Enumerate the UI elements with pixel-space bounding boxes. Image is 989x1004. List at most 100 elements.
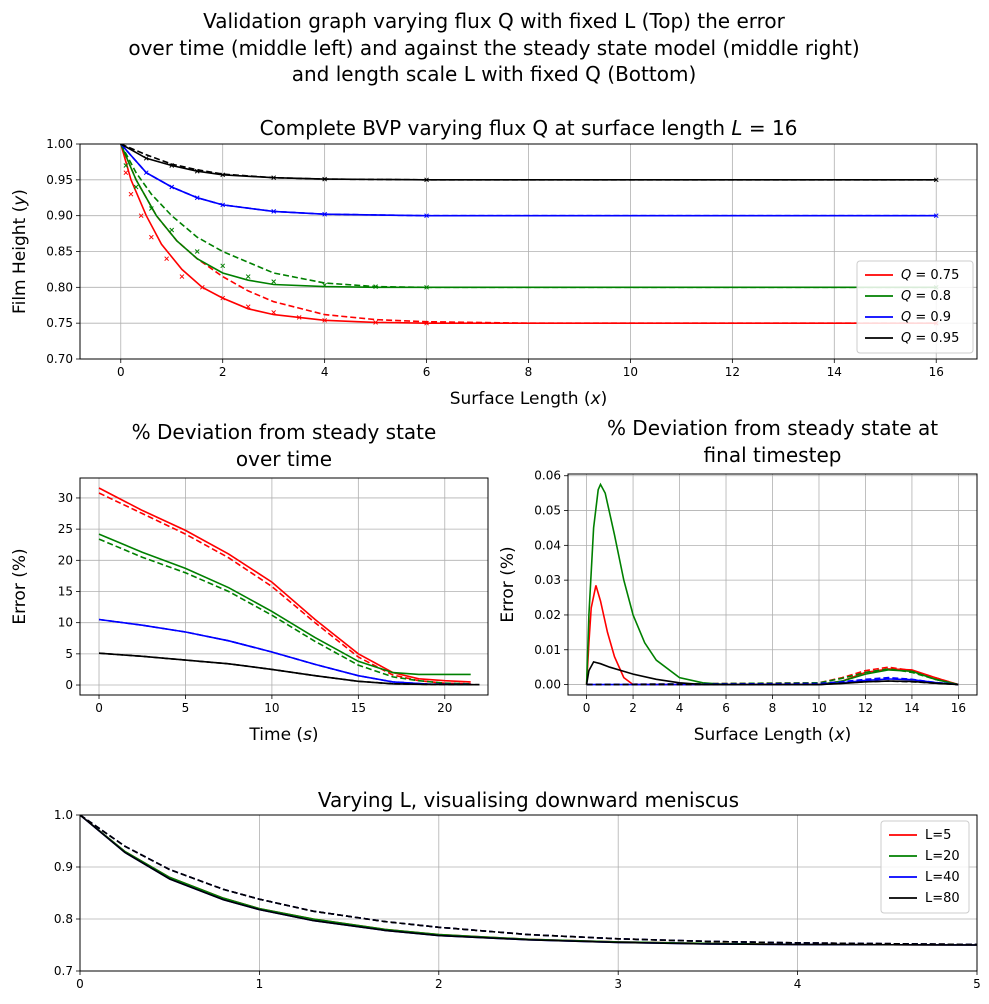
series-red-dashed-line xyxy=(80,815,977,946)
series-green-line xyxy=(98,533,471,676)
x-tick-label: 2 xyxy=(219,365,227,379)
legend-var: Q xyxy=(901,268,911,283)
x-tick-label: 12 xyxy=(725,365,740,379)
label-close: ) xyxy=(845,725,852,745)
x-tick-label: 14 xyxy=(904,701,919,715)
y-tick-label: 0.03 xyxy=(534,573,561,587)
y-tick-label: 0.00 xyxy=(534,678,561,692)
legend-box xyxy=(880,820,970,914)
legend-label: L=5 xyxy=(925,828,951,843)
y-tick-label: 0.70 xyxy=(46,352,73,366)
series-blue-line xyxy=(98,618,471,686)
chart-title-line-2: over time xyxy=(236,447,332,471)
series-group xyxy=(98,487,480,686)
label-close: ) xyxy=(312,725,319,745)
series-group xyxy=(80,815,977,946)
label-text: Surface Length ( xyxy=(450,389,591,409)
series-blue-marker xyxy=(424,213,429,219)
legend-value: = 0.95 xyxy=(911,331,959,346)
legend-label: L=40 xyxy=(925,870,960,885)
series-black-dashed-line xyxy=(120,144,937,181)
series-red-marker xyxy=(271,310,277,315)
y-axis-label: Error (%) xyxy=(10,548,30,624)
suptitle-line-2: over time (middle left) and against the … xyxy=(128,36,859,60)
series-red-marker xyxy=(148,234,154,240)
legend-var: Q xyxy=(901,310,911,325)
axes-frame xyxy=(79,143,978,360)
series-green-line xyxy=(80,815,977,946)
series-red-marker xyxy=(164,256,169,262)
series-red-marker xyxy=(322,317,327,323)
series-green-marker xyxy=(245,274,251,279)
y-tick-label: 0.95 xyxy=(46,173,73,187)
y-tick-label: 1.00 xyxy=(46,137,73,151)
y-tick-label: 0.8 xyxy=(54,912,73,926)
legend-label: Q = 0.8 xyxy=(901,289,951,304)
series-red-marker xyxy=(128,191,134,197)
x-tick-label: 4 xyxy=(794,977,802,991)
series-red-marker xyxy=(138,213,144,219)
series-green-marker xyxy=(220,263,226,269)
axes-frame xyxy=(567,473,978,696)
series-red-marker xyxy=(373,320,378,325)
x-tick-label: 0 xyxy=(95,701,103,715)
grid xyxy=(79,814,978,972)
series-black-marker xyxy=(271,175,277,181)
chart-bottom: 0 1 2 3 4 5 0.7 0.8 0.9 1.0 Varying L, visualising… xyxy=(54,788,981,991)
x-tick-label: 16 xyxy=(929,365,944,379)
series-blue-marker xyxy=(143,170,149,176)
series-red-marker xyxy=(296,315,302,320)
legend-var: Q xyxy=(901,331,911,346)
series-green-marker xyxy=(148,206,154,211)
x-tick-label: 0 xyxy=(76,977,84,991)
x-tick-label: 4 xyxy=(321,365,329,379)
x-tick-label: 10 xyxy=(623,365,638,379)
y-tick-label: 0.05 xyxy=(534,504,561,518)
x-tick-label: 20 xyxy=(437,701,452,715)
y-tick-label: 25 xyxy=(58,522,73,536)
chart-title-line-1: % Deviation from steady state xyxy=(132,420,437,444)
axes-frame xyxy=(79,477,489,696)
series-green-line xyxy=(120,144,937,289)
title-value: = 16 xyxy=(743,116,798,140)
title-var: L xyxy=(731,116,742,140)
y-tick-label: 5 xyxy=(65,647,73,661)
series-green-marker xyxy=(133,184,139,190)
y-tick-label: 10 xyxy=(58,616,73,630)
suptitle-line-3: and length scale L with fixed Q (Bottom) xyxy=(292,62,697,86)
series-green-line xyxy=(585,482,959,686)
series-red-marker xyxy=(123,170,129,176)
series-red-marker xyxy=(220,295,226,301)
x-tick-label: 16 xyxy=(951,701,966,715)
x-tick-label: 0 xyxy=(583,701,591,715)
legend-value: = 0.75 xyxy=(911,268,959,283)
series-green-marker xyxy=(123,163,129,168)
y-tick-label: 20 xyxy=(58,553,73,567)
series-red-dashed-line xyxy=(120,144,937,324)
y-tick-label: 15 xyxy=(58,584,73,598)
x-tick-label: 10 xyxy=(264,701,279,715)
series-blue-dashed-line xyxy=(80,815,977,946)
suptitle-line-1: Validation graph varying flux Q with fix… xyxy=(203,9,786,33)
y-tick-label: 0.9 xyxy=(54,860,73,874)
label-var: x xyxy=(590,389,602,409)
series-black-marker xyxy=(143,155,149,161)
x-axis-label: Surface Length (x) xyxy=(694,725,852,745)
series-blue-marker xyxy=(271,209,277,214)
x-tick-label: 2 xyxy=(435,977,443,991)
series-red-marker xyxy=(245,304,251,310)
y-tick-label: 0.06 xyxy=(534,469,561,483)
label-text: Film Height ( xyxy=(10,206,30,314)
series-black-marker xyxy=(220,172,226,178)
series-green-marker xyxy=(322,282,327,288)
series-group xyxy=(585,482,959,686)
series-blue-marker xyxy=(322,211,327,217)
legend-label: Q = 0.95 xyxy=(901,331,959,346)
series-black-marker xyxy=(169,163,175,168)
grid xyxy=(80,143,977,360)
x-axis-label: Time (s) xyxy=(248,725,318,745)
series-blue-marker xyxy=(194,195,200,201)
y-tick-label: 0 xyxy=(65,678,73,692)
legend-label: L=20 xyxy=(925,849,960,864)
